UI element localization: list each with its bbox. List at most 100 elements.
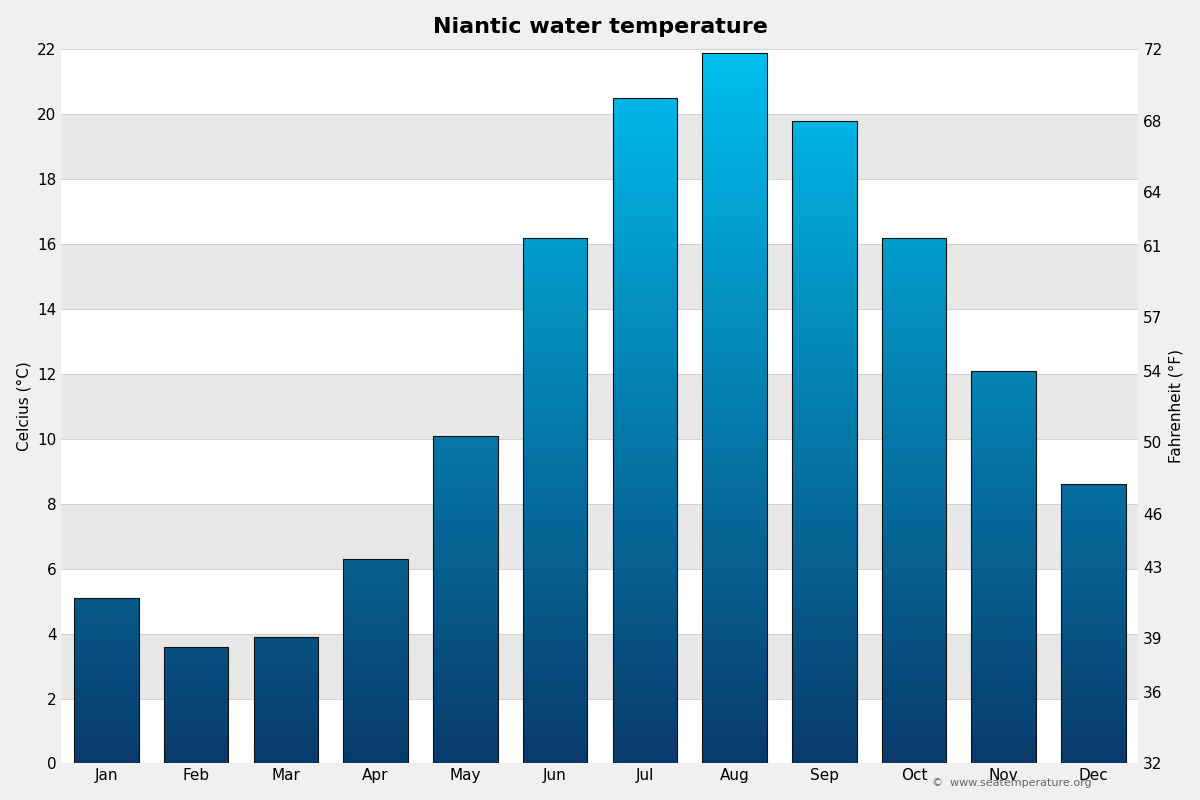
Bar — [792, 169, 857, 172]
Bar — [792, 198, 857, 201]
Bar — [1061, 637, 1126, 638]
Bar — [1061, 674, 1126, 675]
Bar — [792, 400, 857, 403]
Bar — [343, 703, 408, 704]
Bar — [433, 683, 498, 685]
Bar — [343, 598, 408, 599]
Bar — [433, 558, 498, 560]
Bar — [343, 626, 408, 627]
Bar — [74, 663, 139, 664]
Bar — [523, 511, 587, 514]
Bar — [343, 702, 408, 703]
Bar — [972, 546, 1036, 547]
Bar — [972, 622, 1036, 624]
Bar — [1061, 741, 1126, 742]
Bar — [523, 690, 587, 693]
Bar — [433, 693, 498, 694]
Bar — [433, 565, 498, 566]
Bar — [612, 670, 677, 674]
Bar — [433, 594, 498, 596]
Bar — [433, 485, 498, 486]
Bar — [433, 691, 498, 693]
Bar — [523, 361, 587, 364]
Bar — [612, 268, 677, 271]
Bar — [343, 594, 408, 596]
Bar — [523, 248, 587, 250]
Bar — [523, 606, 587, 608]
Bar — [792, 715, 857, 718]
Bar — [612, 367, 677, 371]
Bar — [702, 443, 767, 447]
Bar — [433, 616, 498, 618]
Bar — [612, 174, 677, 178]
Bar — [702, 255, 767, 258]
Bar — [792, 214, 857, 217]
Bar — [523, 306, 587, 309]
Bar — [523, 666, 587, 669]
Bar — [523, 393, 587, 395]
Bar — [702, 635, 767, 639]
Bar — [1061, 617, 1126, 618]
Bar — [702, 699, 767, 703]
Bar — [433, 657, 498, 658]
Bar — [702, 223, 767, 226]
Bar — [523, 548, 587, 550]
Bar — [1061, 703, 1126, 705]
Bar — [702, 130, 767, 134]
Bar — [792, 570, 857, 574]
Bar — [972, 382, 1036, 385]
Bar — [612, 321, 677, 324]
Bar — [612, 464, 677, 467]
Bar — [1061, 583, 1126, 585]
Bar — [74, 718, 139, 720]
Bar — [343, 706, 408, 707]
Bar — [1061, 730, 1126, 731]
Bar — [523, 682, 587, 685]
Bar — [972, 457, 1036, 459]
Bar — [792, 481, 857, 484]
Bar — [433, 677, 498, 678]
Bar — [792, 658, 857, 661]
Bar — [1061, 628, 1126, 630]
Bar — [433, 527, 498, 529]
Bar — [612, 231, 677, 234]
Bar — [792, 586, 857, 590]
Bar — [792, 387, 857, 390]
Bar — [702, 454, 767, 458]
Bar — [343, 646, 408, 647]
Bar — [702, 110, 767, 113]
Bar — [702, 156, 767, 159]
Bar — [702, 724, 767, 728]
Bar — [74, 736, 139, 737]
Bar — [612, 624, 677, 627]
Bar — [433, 480, 498, 482]
Bar — [433, 547, 498, 549]
Title: Niantic water temperature: Niantic water temperature — [432, 17, 767, 37]
Bar — [882, 734, 947, 737]
Bar — [702, 714, 767, 718]
Bar — [343, 675, 408, 677]
Bar — [972, 402, 1036, 404]
Bar — [523, 448, 587, 450]
Bar — [433, 580, 498, 582]
Bar — [972, 594, 1036, 597]
Bar — [792, 426, 857, 430]
Bar — [61, 179, 1139, 244]
Bar — [433, 713, 498, 714]
Bar — [74, 742, 139, 744]
Bar — [972, 559, 1036, 561]
Bar — [612, 98, 677, 102]
Bar — [972, 736, 1036, 738]
Bar — [523, 761, 587, 763]
Bar — [433, 758, 498, 760]
Bar — [972, 618, 1036, 620]
Bar — [972, 732, 1036, 734]
Bar — [792, 545, 857, 548]
Bar — [433, 462, 498, 463]
Bar — [702, 312, 767, 316]
Bar — [433, 474, 498, 475]
Bar — [882, 614, 947, 616]
Bar — [882, 690, 947, 693]
Bar — [1061, 630, 1126, 631]
Bar — [343, 674, 408, 675]
